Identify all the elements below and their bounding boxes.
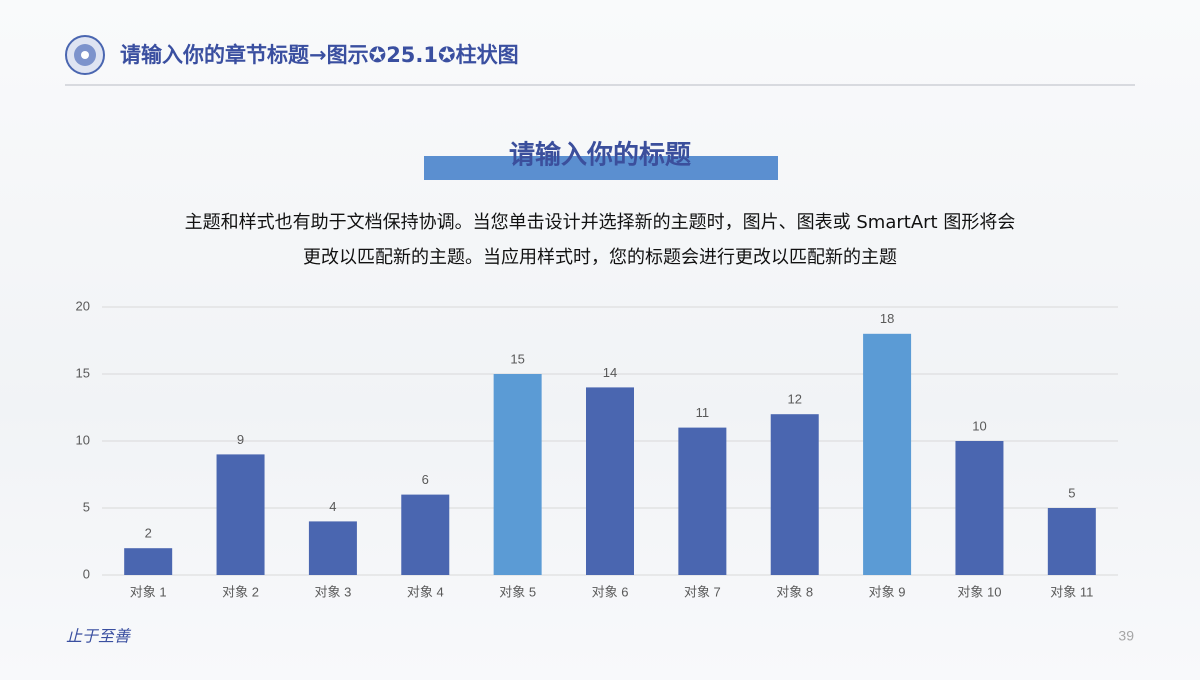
value-label: 12 (787, 392, 801, 407)
bar (678, 427, 727, 575)
bar (955, 441, 1004, 575)
x-tick-label: 对象 2 (222, 584, 259, 599)
y-tick-label: 20 (76, 298, 90, 313)
bar (401, 494, 450, 575)
value-label: 14 (603, 365, 617, 380)
x-tick-label: 对象 10 (957, 584, 1001, 599)
value-label: 9 (237, 432, 244, 447)
bar-chart: 0 5 10 15 20 对象 1 2 对象 2 9 对象 3 4 对象 4 6 对象 5 15 对象 6 14… (76, 298, 1118, 599)
section-title: 请输入你的章节标题→图示✪25.1✪柱状图 (120, 43, 519, 67)
value-label: 18 (880, 311, 894, 326)
bar (1047, 508, 1096, 575)
value-label: 11 (696, 405, 710, 420)
y-tick-label: 15 (76, 365, 90, 380)
y-tick-label: 10 (76, 432, 90, 447)
value-label: 10 (972, 418, 986, 433)
x-tick-label: 对象 5 (499, 584, 536, 599)
paragraph-line: 更改以匹配新的主题。当应用样式时，您的标题会进行更改以匹配新的主题 (303, 247, 897, 268)
x-tick-label: 对象 4 (407, 584, 444, 599)
x-tick-label: 对象 11 (1050, 584, 1093, 599)
value-label: 2 (145, 526, 152, 541)
x-tick-label: 对象 8 (776, 584, 813, 599)
subtitle: 请输入你的标题 (509, 140, 691, 171)
motto: 止于至善 (66, 627, 132, 646)
bar (586, 387, 634, 575)
bar (493, 374, 542, 575)
x-tick-label: 对象 6 (592, 584, 629, 599)
subtitle-band (424, 156, 778, 180)
value-label: 15 (510, 351, 524, 366)
value-label: 5 (1068, 485, 1075, 500)
bar (308, 521, 357, 575)
x-tick-label: 对象 3 (314, 584, 351, 599)
x-tick-label: 对象 9 (869, 584, 906, 599)
x-tick-label: 对象 7 (684, 584, 721, 599)
value-label: 4 (329, 499, 336, 514)
y-tick-label: 0 (83, 566, 90, 581)
paragraph-line: 主题和样式也有助于文档保持协调。当您单击设计并选择新的主题时，图片、图表或 Sm… (185, 212, 1016, 233)
page-number: 39 (1118, 628, 1134, 644)
value-label: 6 (422, 472, 429, 487)
bar (216, 454, 265, 575)
x-tick-label: 对象 1 (130, 584, 167, 599)
bar (124, 548, 173, 575)
bar (863, 333, 912, 575)
header-icon (65, 35, 105, 75)
y-tick-label: 5 (83, 499, 90, 514)
bar (770, 414, 819, 575)
